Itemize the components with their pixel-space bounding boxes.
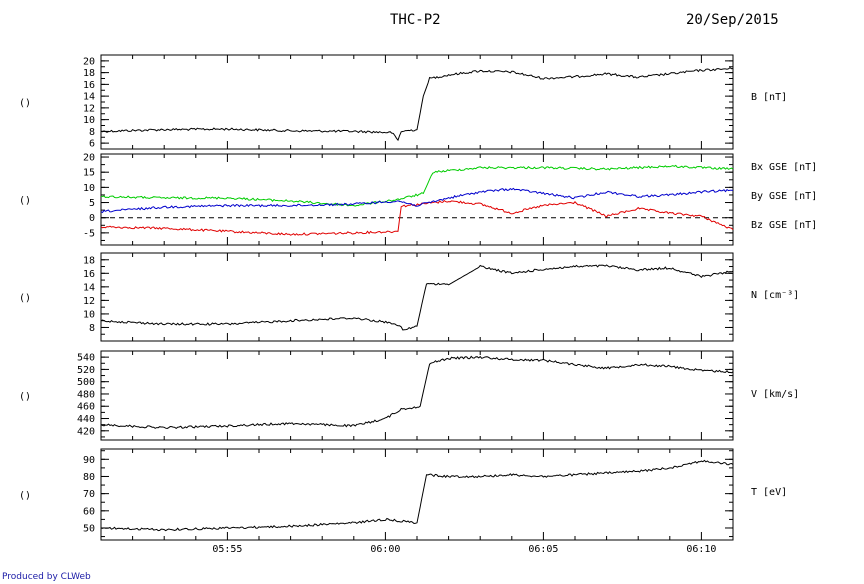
series-label-v: V [km/s]	[751, 389, 799, 400]
y-tick-label-N: 18	[83, 255, 95, 266]
y-tick-label-V: 480	[77, 389, 95, 400]
y-tick-label-V: 500	[77, 377, 95, 388]
y-tick-label-B: 6	[89, 139, 95, 150]
x-tick-label: 06:10	[686, 544, 716, 555]
y-tick-label-B_GSE: 5	[89, 198, 95, 209]
y-tick-label-T: 70	[83, 489, 95, 500]
y-tick-label-N: 8	[89, 323, 95, 334]
date-title: 20/Sep/2015	[686, 12, 779, 28]
side-label-N: ()	[19, 293, 31, 304]
y-tick-label-V: 420	[77, 426, 95, 437]
side-label-T: ()	[19, 491, 31, 502]
panel-frame-N	[100, 252, 734, 342]
series-line-v	[100, 355, 734, 430]
credit-footer: Produced by CLWeb	[2, 572, 91, 582]
side-label-V: ()	[19, 392, 31, 403]
y-tick-label-B: 12	[83, 103, 95, 114]
y-tick-label-N: 14	[83, 282, 95, 293]
panel-frame-B	[100, 54, 734, 150]
series-line-bx	[100, 199, 734, 236]
series-label-by: By GSE [nT]	[751, 191, 817, 202]
y-tick-label-V: 440	[77, 414, 95, 425]
y-tick-label-B_GSE: 10	[83, 183, 95, 194]
y-tick-label-B: 10	[83, 115, 95, 126]
y-tick-label-T: 90	[83, 455, 95, 466]
panel-frame-T	[100, 448, 734, 541]
y-tick-label-B_GSE: -5	[83, 228, 95, 239]
y-tick-label-V: 540	[77, 353, 95, 364]
series-line-by	[100, 164, 734, 207]
series-label-n: N [cm⁻³]	[751, 290, 799, 301]
series-line-b	[100, 67, 734, 142]
y-tick-label-B_GSE: 15	[83, 168, 95, 179]
y-tick-label-N: 16	[83, 269, 95, 280]
y-tick-label-B: 16	[83, 80, 95, 91]
series-line-n	[100, 264, 734, 331]
y-tick-label-B_GSE: 20	[83, 153, 95, 164]
y-tick-label-T: 50	[83, 523, 95, 534]
y-tick-label-V: 520	[77, 365, 95, 376]
series-label-bz: Bz GSE [nT]	[751, 220, 817, 231]
x-tick-label: 05:55	[212, 544, 242, 555]
series-line-t	[100, 459, 734, 532]
y-tick-label-B_GSE: 0	[89, 213, 95, 224]
side-label-B: ()	[19, 98, 31, 109]
series-label-bx: Bx GSE [nT]	[751, 162, 817, 173]
y-tick-label-B: 20	[83, 56, 95, 67]
series-label-t: T [eV]	[751, 487, 787, 498]
y-tick-label-B: 8	[89, 127, 95, 138]
y-tick-label-B: 14	[83, 92, 95, 103]
y-tick-label-N: 12	[83, 296, 95, 307]
y-tick-label-T: 80	[83, 472, 95, 483]
x-tick-label: 06:00	[370, 544, 400, 555]
probe-title: THC-P2	[390, 12, 441, 28]
series-label-b: B [nT]	[751, 92, 787, 103]
y-tick-label-N: 10	[83, 309, 95, 320]
y-tick-label-V: 460	[77, 402, 95, 413]
y-tick-label-T: 60	[83, 506, 95, 517]
y-tick-label-B: 18	[83, 68, 95, 79]
x-tick-label: 06:05	[528, 544, 558, 555]
side-label-B_GSE: ()	[19, 196, 31, 207]
series-line-bz	[100, 187, 734, 214]
